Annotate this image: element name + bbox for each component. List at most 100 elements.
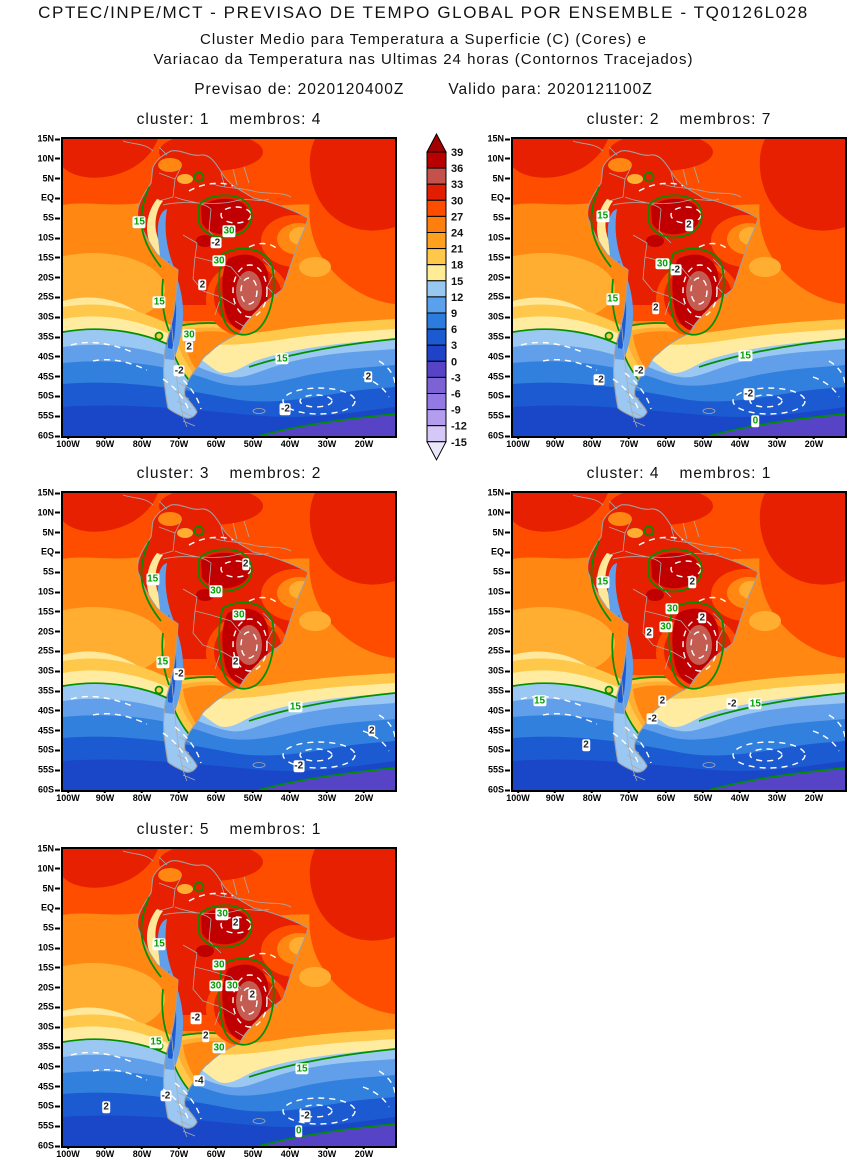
lat-tick-label: 10S	[488, 233, 511, 243]
temp-change-contour-label: 2	[367, 724, 376, 737]
colorbar-level-label: 39	[451, 147, 463, 159]
lon-tick-label: 80W	[582, 435, 602, 449]
dashed-change-contours	[70, 536, 395, 769]
lat-tick-label: EQ	[491, 193, 511, 203]
lat-tick-label: 30S	[38, 666, 61, 676]
temp-change-contour-label: -2	[633, 364, 645, 377]
borders-layer	[572, 140, 759, 428]
solid-temperature-contours	[63, 171, 395, 436]
lon-tick-label: 70W	[169, 435, 189, 449]
colorbar-level-label: 33	[451, 179, 463, 191]
lat-tick-label: 5N	[42, 884, 61, 893]
temperature-contour-label: 15	[606, 293, 620, 306]
lon-tick-label: 90W	[545, 435, 565, 449]
lat-tick-label: 40S	[488, 706, 511, 715]
colorbar-level-label: 15	[451, 276, 463, 288]
temp-change-contour-label: 2	[582, 739, 590, 752]
lat-tick-label: 60S	[488, 785, 511, 795]
lat-tick-label: 40S	[38, 706, 61, 715]
lon-tick-label: 20W	[804, 435, 824, 449]
lat-tick-label: 10N	[487, 154, 511, 163]
panel-title: cluster: 4 membros: 1	[511, 465, 847, 483]
dashed-change-contours	[520, 182, 845, 415]
colorbar: 39 36 33 30 27 24 21 18 15 12 9 6 3 0 -3 -6 -9 -12 -15	[424, 132, 504, 473]
lat-tick-label: 20S	[488, 627, 511, 636]
temperature-contour-label: 15	[152, 938, 166, 950]
solid-temperature-contours	[513, 525, 845, 790]
forecast-dates: Previsao de: 2020120400Z Valido para: 202…	[0, 81, 847, 99]
colorbar-box	[426, 425, 447, 443]
cluster-panel-4: cluster: 4 membros: 1 15N 10N 5N EQ 5S 10S 15S 2…	[480, 465, 847, 807]
lat-tick-label: 10N	[37, 864, 61, 873]
panel-membros-label: membros: 2	[229, 465, 322, 482]
temperature-contour-label: 0	[294, 1125, 303, 1137]
forecast-valid-label: Valido para: 2020121100Z	[448, 81, 653, 98]
colorbar-level-label: 24	[451, 228, 464, 240]
panel-cluster-label: cluster: 5	[136, 821, 210, 838]
temp-change-contour-label: 2	[651, 302, 660, 315]
solid-temperature-contours	[513, 171, 845, 436]
temp-change-contour-label: -2	[299, 1110, 311, 1123]
borders-layer	[572, 494, 759, 782]
colorbar-level-label: -12	[451, 421, 467, 433]
colorbar-box	[426, 215, 447, 234]
lat-tick-label: 25S	[38, 292, 61, 302]
latitude-axis: 15N 10N 5N EQ 5S 10S 15S 20S 25S 30S 35S 40S 45S 50S 5…	[480, 111, 511, 453]
temp-change-contour-label: 2	[198, 278, 207, 291]
temp-change-contour-label: 2	[241, 558, 250, 571]
lon-tick-label: 50W	[693, 789, 713, 803]
lat-tick-label: 10S	[38, 233, 61, 243]
longitude-axis: 100W 90W 80W 70W 60W 50W 40W 30W 20W	[480, 111, 830, 453]
lat-tick-label: 20S	[38, 983, 61, 992]
lat-tick-label: 10N	[487, 508, 511, 517]
colorbar-level-label: -15	[451, 437, 467, 449]
lat-tick-label: 50S	[38, 745, 61, 755]
south-america-temperature-map	[63, 849, 395, 1146]
lon-tick-label: 70W	[169, 789, 189, 803]
temperature-contour-label: 30	[212, 1042, 226, 1054]
temperature-contour-label: 15	[738, 350, 752, 362]
lat-tick-label: 10S	[38, 587, 61, 597]
temp-change-contour-label: 2	[248, 988, 257, 1001]
colorbar-box	[426, 151, 447, 169]
colorbar-level-label: 12	[451, 292, 463, 304]
lon-tick-label: 30W	[767, 435, 787, 449]
lat-tick-label: EQ	[41, 193, 61, 203]
temperature-contour-label: 15	[532, 695, 547, 707]
cluster-panel-3: cluster: 3 membros: 2 15N 10N 5N EQ 5S 10S 15S 2…	[30, 465, 397, 807]
temperature-contour-label: 30	[222, 225, 236, 237]
temperature-contour-label: 30	[209, 979, 223, 992]
longitude-axis: 100W 90W 80W 70W 60W 50W 40W 30W 20W	[30, 465, 380, 807]
dashed-change-contours	[70, 182, 395, 415]
lon-tick-label: 80W	[132, 789, 152, 803]
lat-tick-label: 15N	[487, 488, 511, 498]
lat-tick-label: 25S	[488, 646, 511, 656]
colorbar-top-arrow	[426, 132, 447, 153]
temp-change-contour-label: -2	[190, 1012, 202, 1025]
lon-tick-label: 20W	[354, 789, 374, 803]
map-area: 15 30 -2 30 2 15 30 2 15 -2 2 -2	[61, 137, 397, 438]
lon-tick-label: 100W	[56, 789, 80, 803]
south-america-temperature-map	[63, 139, 395, 436]
lon-tick-label: 90W	[95, 789, 115, 803]
lat-tick-label: 60S	[38, 1141, 61, 1151]
lat-tick-label: 55S	[38, 411, 61, 421]
panel-title: cluster: 3 membros: 2	[61, 465, 397, 483]
temp-change-contour-label: 2	[698, 611, 707, 624]
temp-change-contour-label: 2	[201, 1030, 210, 1042]
lat-tick-label: EQ	[491, 547, 511, 557]
lon-tick-label: 30W	[767, 789, 787, 803]
lon-tick-label: 90W	[95, 435, 115, 449]
temp-change-contour-label: -2	[279, 403, 291, 416]
map-area: 2 15 30 30 2 15 -2 15 2 -2	[61, 491, 397, 792]
temperature-contour-label: 30	[225, 979, 239, 992]
map-area: 15 2 30 2 30 2 15 2 -2 15 -2 2	[511, 491, 847, 792]
lon-tick-label: 100W	[506, 789, 530, 803]
colorbar-box	[426, 393, 447, 411]
temperature-contour-label: 15	[152, 296, 166, 309]
panel-title: cluster: 1 membros: 4	[61, 111, 397, 129]
lat-tick-label: 40S	[38, 1062, 61, 1071]
lat-tick-label: 40S	[488, 352, 511, 361]
temp-change-contour-label: -4	[193, 1074, 205, 1087]
